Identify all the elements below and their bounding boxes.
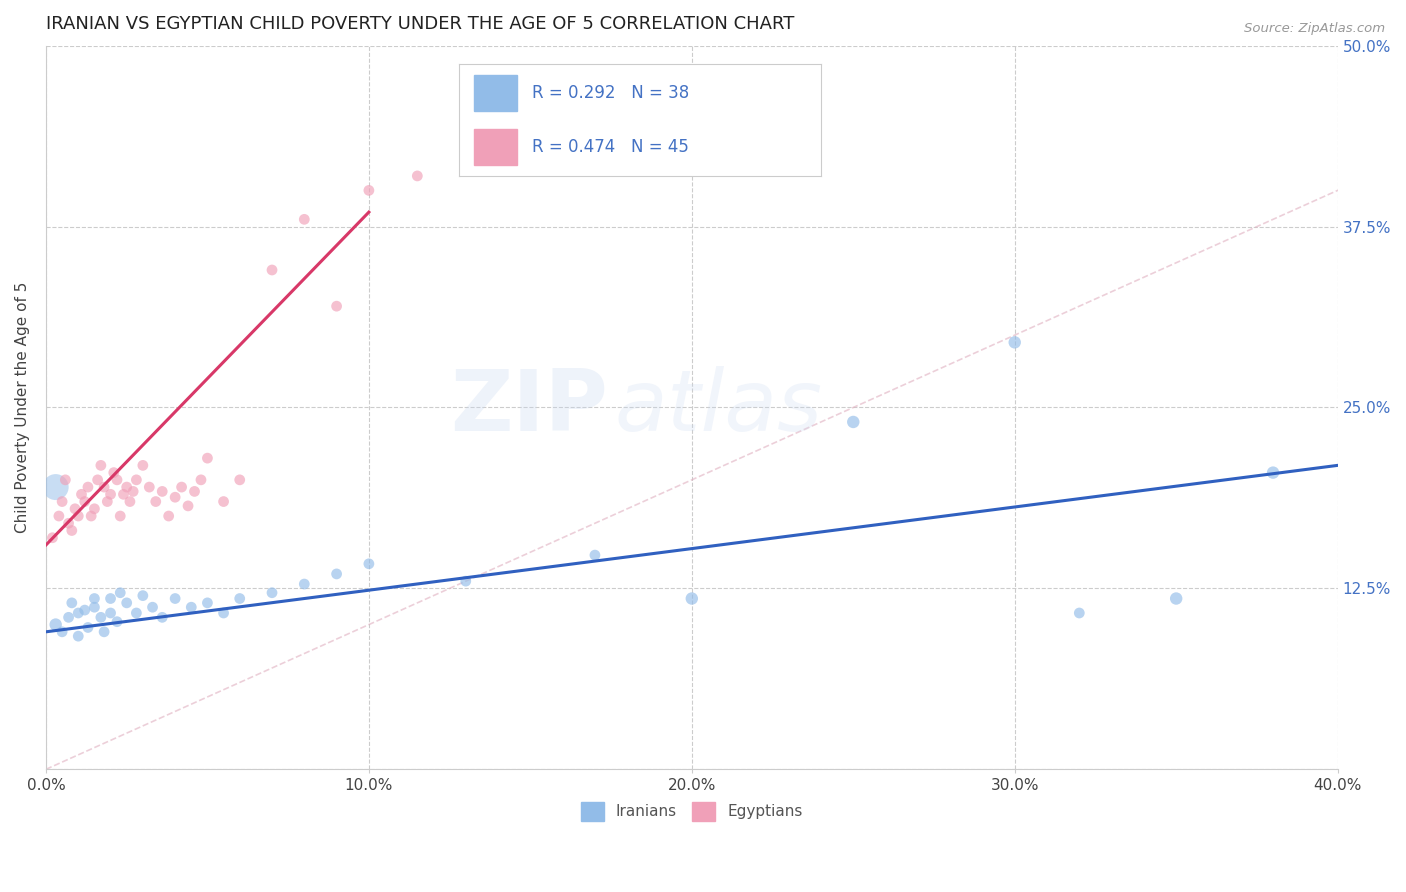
Point: [132, 458, 155, 473]
Point: [58, 610, 80, 624]
Point: [45, 480, 67, 494]
Point: [60, 524, 83, 538]
Point: [51, 624, 73, 639]
Point: [150, 484, 173, 499]
Point: [80, 509, 103, 524]
Text: ZIP: ZIP: [450, 366, 607, 449]
Point: [105, 473, 128, 487]
Point: [212, 606, 235, 620]
Point: [67, 509, 90, 524]
Point: [122, 484, 145, 499]
Point: [70, 487, 93, 501]
Point: [454, 574, 477, 589]
Point: [53, 473, 76, 487]
Point: [93, 624, 115, 639]
Point: [132, 589, 155, 603]
Point: [93, 480, 115, 494]
Point: [197, 596, 219, 610]
Point: [45, 617, 67, 632]
Point: [58, 516, 80, 531]
Point: [170, 480, 193, 494]
Point: [118, 494, 141, 508]
Point: [1069, 606, 1091, 620]
Point: [110, 509, 132, 524]
Point: [325, 566, 347, 581]
Point: [90, 458, 112, 473]
Point: [141, 600, 163, 615]
Y-axis label: Child Poverty Under the Age of 5: Child Poverty Under the Age of 5: [15, 282, 30, 533]
Point: [190, 473, 212, 487]
Point: [100, 591, 122, 606]
Text: IRANIAN VS EGYPTIAN CHILD POVERTY UNDER THE AGE OF 5 CORRELATION CHART: IRANIAN VS EGYPTIAN CHILD POVERTY UNDER …: [46, 15, 794, 33]
Point: [454, 126, 477, 140]
Point: [357, 557, 380, 571]
Point: [228, 473, 250, 487]
Point: [73, 603, 96, 617]
Text: Source: ZipAtlas.com: Source: ZipAtlas.com: [1244, 22, 1385, 36]
Point: [177, 499, 200, 513]
Point: [681, 591, 703, 606]
Point: [67, 606, 90, 620]
Point: [83, 591, 105, 606]
Point: [325, 299, 347, 313]
Point: [86, 473, 108, 487]
Point: [157, 509, 180, 524]
Point: [77, 480, 100, 494]
Point: [60, 596, 83, 610]
Point: [260, 586, 283, 600]
Point: [583, 548, 606, 562]
Point: [96, 494, 118, 508]
Point: [115, 596, 138, 610]
Point: [115, 480, 138, 494]
Text: atlas: atlas: [614, 366, 823, 449]
Point: [292, 577, 315, 591]
Point: [150, 610, 173, 624]
Point: [110, 586, 132, 600]
Point: [180, 600, 202, 615]
Point: [103, 466, 125, 480]
Point: [165, 490, 187, 504]
Point: [67, 629, 90, 643]
Point: [357, 183, 380, 197]
Point: [63, 501, 86, 516]
Legend: Iranians, Egyptians: Iranians, Egyptians: [575, 796, 808, 827]
Point: [183, 484, 205, 499]
Point: [48, 509, 70, 524]
Point: [138, 480, 160, 494]
Point: [100, 487, 122, 501]
Point: [125, 606, 148, 620]
Point: [125, 473, 148, 487]
Point: [1166, 591, 1188, 606]
Point: [842, 415, 865, 429]
Point: [228, 591, 250, 606]
Point: [41, 531, 63, 545]
Point: [83, 501, 105, 516]
Point: [83, 600, 105, 615]
Point: [292, 212, 315, 227]
Point: [1261, 466, 1284, 480]
Point: [51, 494, 73, 508]
Point: [145, 494, 167, 508]
Point: [105, 615, 128, 629]
Point: [100, 606, 122, 620]
Point: [406, 169, 429, 183]
Point: [197, 451, 219, 466]
Point: [1004, 335, 1026, 350]
Point: [165, 591, 187, 606]
Point: [77, 620, 100, 634]
Point: [73, 494, 96, 508]
Point: [90, 610, 112, 624]
Point: [112, 487, 135, 501]
Point: [260, 263, 283, 277]
Point: [212, 494, 235, 508]
